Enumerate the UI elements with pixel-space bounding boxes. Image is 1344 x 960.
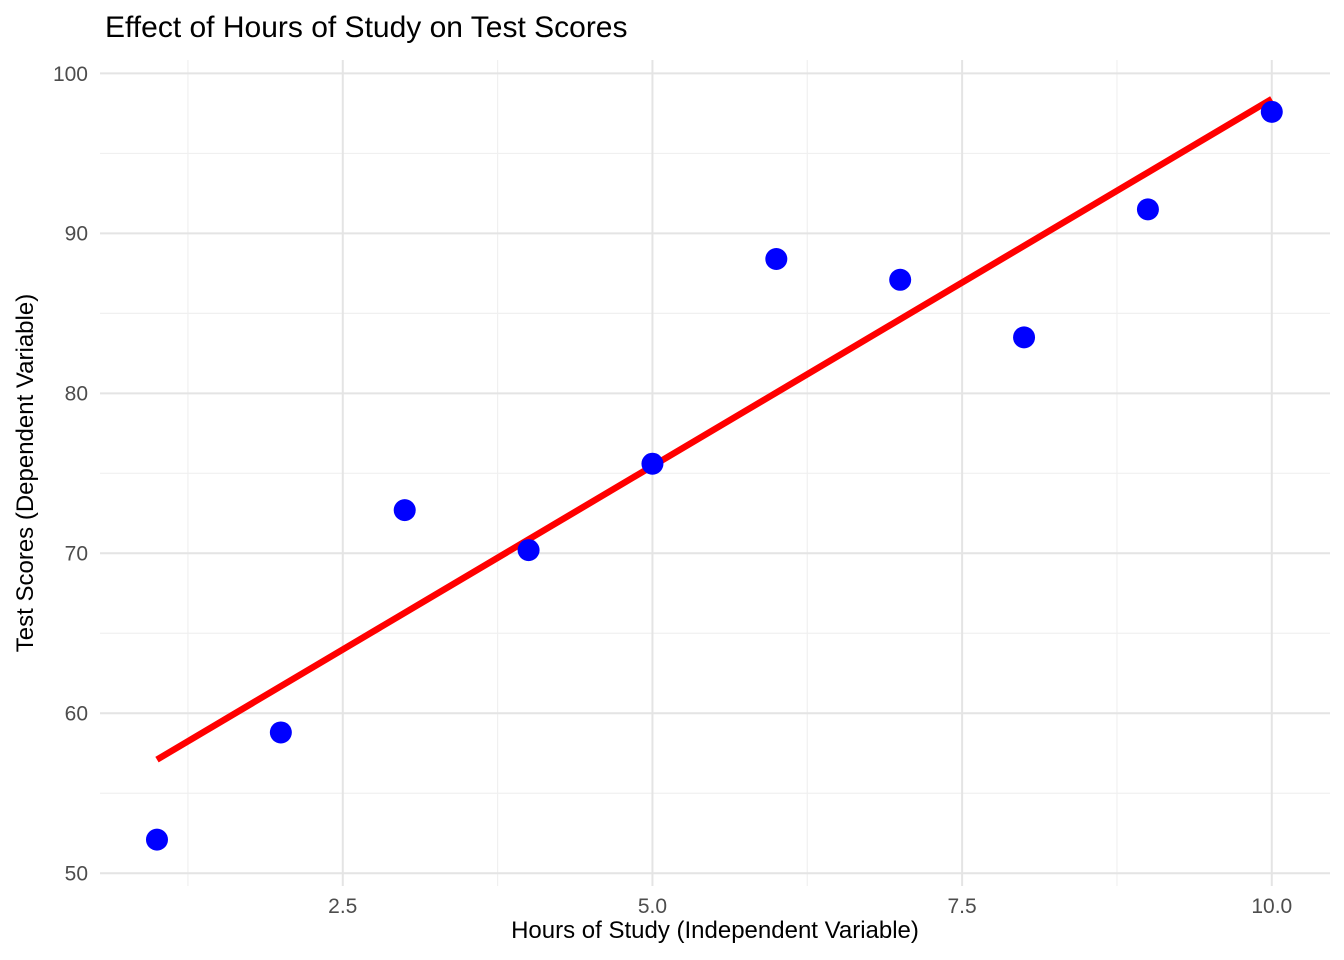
x-axis-title: Hours of Study (Independent Variable) bbox=[511, 917, 919, 944]
chart-title: Effect of Hours of Study on Test Scores bbox=[105, 11, 628, 44]
y-tick-label: 100 bbox=[53, 63, 88, 86]
y-tick-label: 60 bbox=[65, 703, 88, 726]
x-tick-label: 5.0 bbox=[638, 895, 667, 918]
data-point bbox=[145, 828, 168, 851]
y-tick-label: 50 bbox=[65, 863, 88, 886]
y-tick-label: 90 bbox=[65, 223, 88, 246]
x-tick-label: 7.5 bbox=[948, 895, 977, 918]
data-point bbox=[393, 499, 416, 522]
y-axis-title: Test Scores (Dependent Variable) bbox=[12, 293, 39, 653]
data-point bbox=[765, 247, 788, 270]
y-tick-label: 70 bbox=[65, 543, 88, 566]
data-point bbox=[641, 452, 664, 475]
y-tick-label: 80 bbox=[65, 383, 88, 406]
x-tick-label: 10.0 bbox=[1251, 895, 1292, 918]
data-point bbox=[1260, 100, 1283, 123]
data-point bbox=[269, 721, 292, 744]
data-point bbox=[889, 268, 912, 291]
trend-line bbox=[155, 96, 1274, 763]
data-point bbox=[517, 539, 540, 562]
x-tick-label: 2.5 bbox=[328, 895, 357, 918]
data-point bbox=[1013, 326, 1036, 349]
data-point bbox=[1136, 198, 1159, 221]
